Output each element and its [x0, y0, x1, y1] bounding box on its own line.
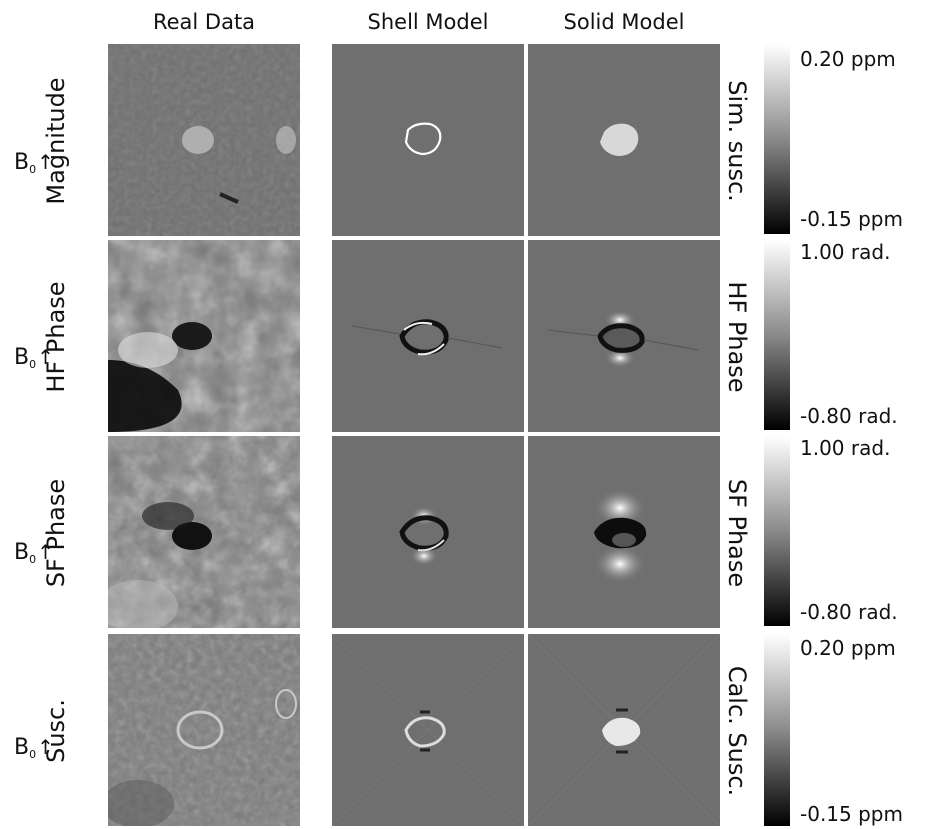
row-label-sf-phase: SF Phase [42, 478, 70, 588]
colorbar-sf-phase [764, 436, 790, 626]
shell-model-magnitude-panel [332, 44, 524, 236]
scale-max-label: 1.00 rad. [800, 436, 891, 460]
real-data-susc-panel [108, 634, 300, 826]
scale-min-label: -0.15 ppm [800, 802, 903, 826]
scale-min-label: -0.80 rad. [800, 404, 898, 428]
right-label-sf-phase: SF Phase [723, 478, 751, 588]
real-data-magnitude-panel [108, 44, 300, 236]
scale-max-label: 1.00 rad. [800, 240, 891, 264]
solid-model-sf-phase-panel [528, 436, 720, 628]
scale-max-label: 0.20 ppm [800, 47, 896, 71]
solid-model-hf-phase-panel [528, 240, 720, 432]
b0-label: B0↑ [14, 345, 54, 371]
column-title-solid-model: Solid Model [563, 10, 685, 34]
scale-min-label: -0.15 ppm [800, 207, 903, 231]
row-label-magnitude: Magnitude [42, 77, 70, 205]
colorbar-hf-phase [764, 240, 790, 430]
right-label-calc-susc: Calc. Susc. [723, 665, 751, 797]
scale-max-label: 0.20 ppm [800, 636, 896, 660]
right-label-sim-susc: Sim. susc. [723, 80, 751, 202]
colorbar-calc-susc [764, 634, 790, 826]
b0-label: B0↑ [14, 540, 54, 566]
column-title-real-data: Real Data [152, 10, 256, 34]
shell-model-sf-phase-panel [332, 436, 524, 628]
right-label-hf-phase: HF Phase [723, 281, 751, 393]
solid-model-magnitude-panel [528, 44, 720, 236]
real-data-hf-phase-panel [108, 240, 300, 432]
scale-min-label: -0.80 rad. [800, 600, 898, 624]
row-label-susc: Susc. [42, 699, 70, 763]
real-data-sf-phase-panel [108, 436, 300, 628]
b0-label: B0↑ [14, 150, 54, 176]
shell-model-susc-panel [332, 634, 524, 826]
row-label-hf-phase: HF Phase [42, 281, 70, 393]
column-title-shell-model: Shell Model [367, 10, 489, 34]
b0-label: B0↑ [14, 735, 54, 761]
colorbar-sim-susc [764, 44, 790, 234]
shell-model-hf-phase-panel [332, 240, 524, 432]
solid-model-susc-panel [528, 634, 720, 826]
